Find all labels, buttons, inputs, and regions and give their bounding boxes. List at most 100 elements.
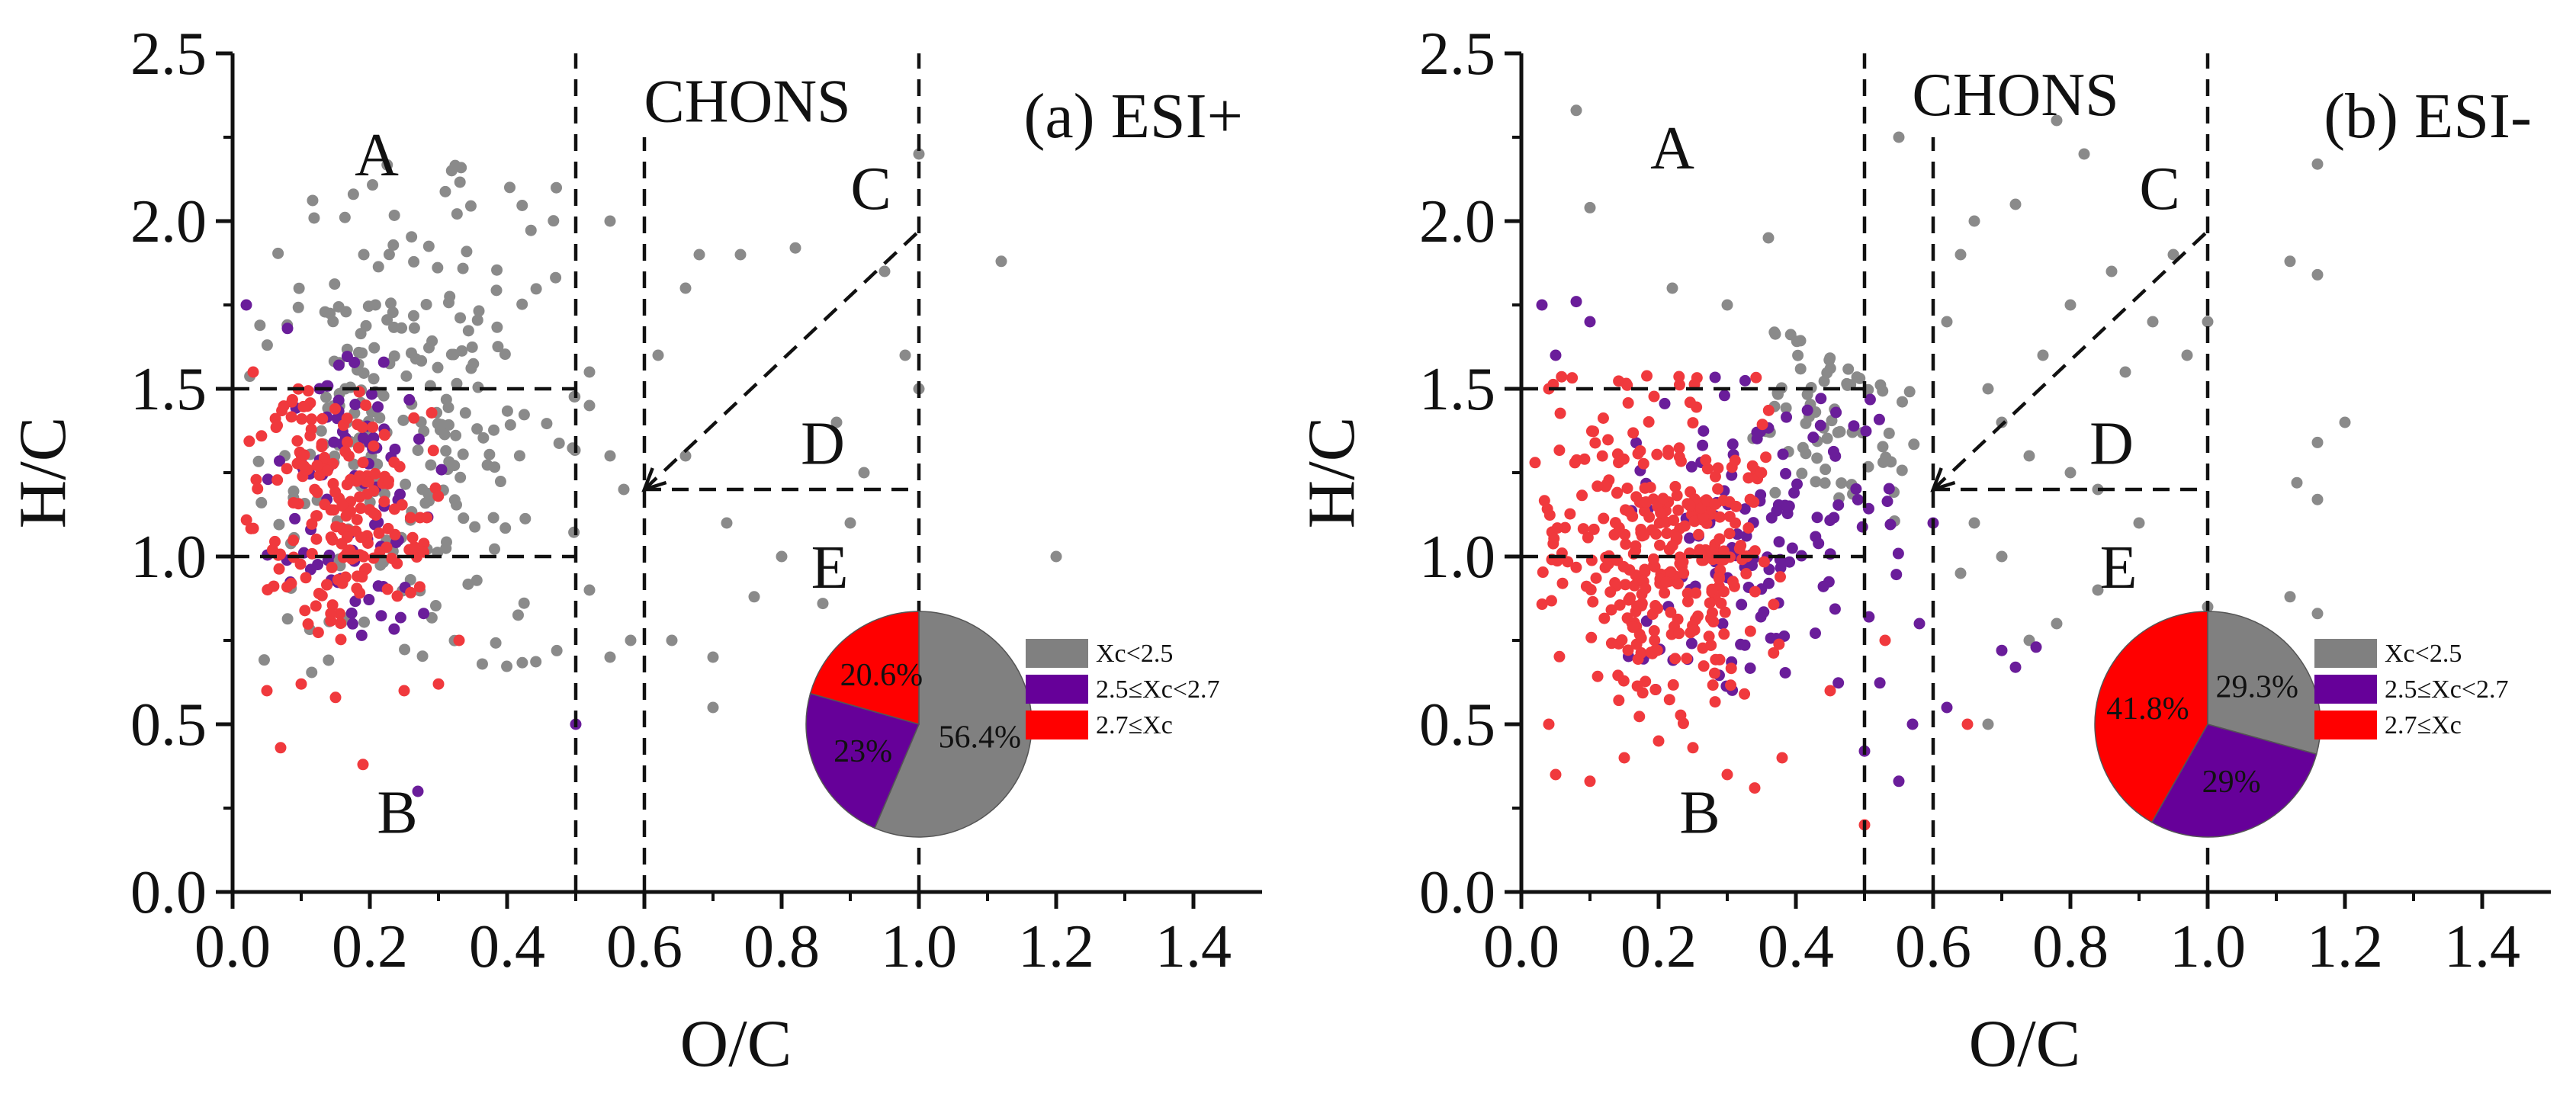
data-point <box>530 283 542 295</box>
data-point <box>1896 464 1908 476</box>
data-point <box>519 512 532 525</box>
data-point <box>1634 444 1646 457</box>
data-point <box>858 467 870 479</box>
data-point <box>1784 556 1796 568</box>
data-point <box>490 637 502 649</box>
data-point <box>604 450 616 462</box>
data-point <box>307 194 319 207</box>
data-point <box>387 306 399 319</box>
data-point <box>1721 768 1733 781</box>
y-tick-label: 0.0 <box>1419 859 1495 926</box>
data-point <box>1649 528 1662 540</box>
data-point <box>355 550 368 562</box>
data-point <box>548 215 560 227</box>
data-point <box>1718 628 1730 640</box>
data-point <box>351 514 363 526</box>
data-point <box>1543 718 1555 730</box>
data-point <box>1801 404 1813 416</box>
data-point <box>1820 464 1832 476</box>
data-point <box>1640 496 1652 508</box>
data-point <box>1580 580 1592 592</box>
data-point <box>1665 606 1677 618</box>
data-point <box>356 421 368 433</box>
boundary-diagonal <box>643 229 920 491</box>
data-point <box>250 473 262 486</box>
data-point <box>451 377 463 390</box>
data-point <box>302 385 314 397</box>
x-tick-label: 0.6 <box>606 913 683 980</box>
data-point <box>1742 522 1755 534</box>
data-point <box>1584 316 1596 328</box>
panel-esi-plus: 0.0 0.2 0.4 0.6 0.8 1.0 1.2 1.4 0.0 0.5 1.0 1.5 2.0 2… <box>6 21 1262 1081</box>
data-point <box>2311 436 2324 448</box>
data-point <box>461 245 473 258</box>
data-point <box>1913 618 1926 630</box>
data-point <box>316 412 329 425</box>
data-point <box>329 691 342 704</box>
boundary-diagonal <box>1932 229 2209 491</box>
data-point <box>516 199 528 211</box>
data-point <box>398 685 410 697</box>
legend-label: Xc<2.5 <box>2385 640 2462 668</box>
data-point <box>1982 383 1994 395</box>
data-point <box>403 393 416 406</box>
legend-swatch <box>2314 711 2377 739</box>
data-point <box>1643 511 1656 523</box>
data-point <box>351 582 363 595</box>
data-point <box>471 423 483 435</box>
data-point <box>2119 366 2131 378</box>
data-point <box>1811 512 1823 524</box>
data-point <box>583 584 596 596</box>
data-point <box>275 742 287 754</box>
data-point <box>995 255 1007 268</box>
data-point <box>1881 496 1893 508</box>
data-point <box>313 588 325 600</box>
x-tick-label: 1.0 <box>881 913 957 980</box>
data-point <box>1726 438 1739 451</box>
series-xc-2-5 <box>1570 104 2351 730</box>
data-point <box>369 299 381 311</box>
data-point <box>358 249 370 261</box>
data-point <box>342 436 354 448</box>
data-point <box>375 610 387 622</box>
data-point <box>1714 533 1726 545</box>
region-label: CHONS <box>1912 62 2118 129</box>
data-point <box>1619 579 1631 591</box>
data-point <box>285 411 297 423</box>
data-point <box>1668 514 1680 526</box>
data-point <box>438 428 451 441</box>
data-point <box>404 512 416 524</box>
data-point <box>1562 556 1574 568</box>
data-point <box>2167 249 2179 261</box>
data-point <box>1698 425 1710 437</box>
data-point <box>304 430 316 442</box>
data-point <box>368 440 380 452</box>
x-axis-label: O/C <box>1969 1007 2081 1081</box>
data-point <box>1896 396 1908 408</box>
data-point <box>1848 420 1860 432</box>
region-label: A <box>1650 115 1694 182</box>
data-point <box>1873 413 1885 425</box>
data-point <box>352 346 365 358</box>
data-point <box>255 430 268 442</box>
data-point <box>455 162 467 174</box>
data-point <box>1630 491 1643 503</box>
data-point <box>240 299 252 311</box>
data-point <box>406 231 418 243</box>
data-point <box>551 181 563 194</box>
data-point <box>1685 460 1698 473</box>
x-tick-label: 1.2 <box>2307 913 2383 980</box>
data-point <box>1638 529 1650 541</box>
data-point <box>499 348 511 361</box>
data-point <box>1694 502 1707 515</box>
data-point <box>604 651 616 663</box>
data-point <box>1877 441 1889 453</box>
data-point <box>329 403 341 415</box>
region-label: B <box>1679 779 1720 846</box>
data-point <box>1815 393 1827 405</box>
data-point <box>445 348 458 361</box>
data-point <box>483 448 496 460</box>
data-point <box>1605 637 1617 650</box>
data-point <box>1954 249 1967 261</box>
data-point <box>1553 444 1566 457</box>
